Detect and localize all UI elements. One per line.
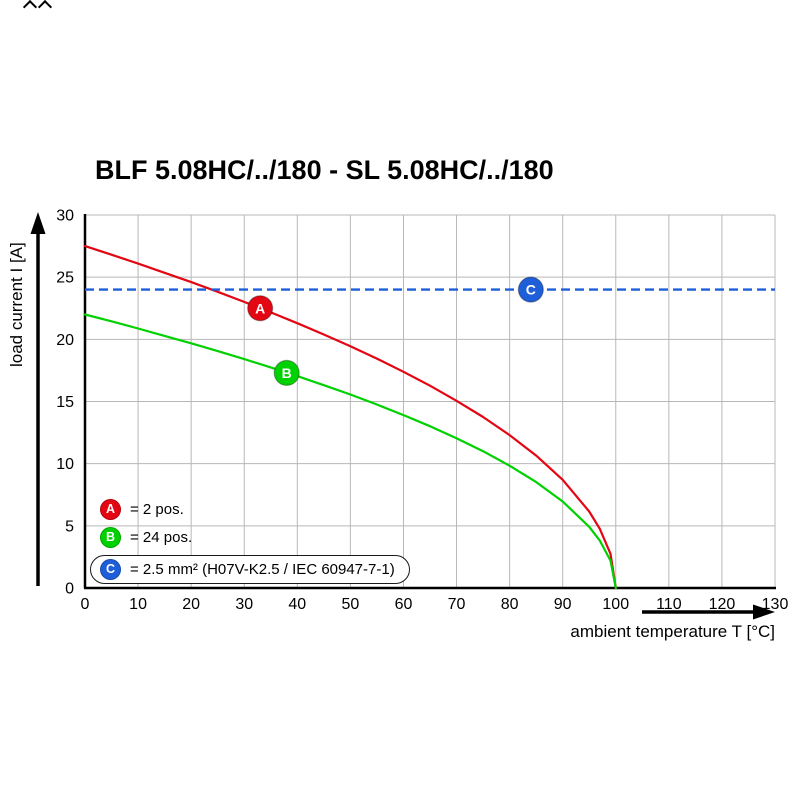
x-axis-arrow-icon	[642, 604, 775, 620]
legend-marker-c-icon: C	[100, 559, 121, 580]
x-tick-label: 20	[182, 596, 200, 613]
y-axis-label: load current I [A]	[7, 242, 26, 367]
y-tick-label: 15	[56, 394, 74, 411]
plot-axes	[83, 214, 776, 590]
curve-marker-c-icon: C	[517, 276, 544, 303]
chart-title: BLF 5.08HC/../180 - SL 5.08HC/../180	[95, 155, 554, 185]
x-tick-label: 40	[288, 596, 306, 613]
curve-marker-b-icon: B	[273, 359, 300, 387]
x-tick-label: 60	[395, 596, 413, 613]
y-tick-label: 10	[56, 456, 74, 473]
legend-label-b: = 24 pos.	[130, 529, 193, 546]
legend-label-a: = 2 pos.	[130, 501, 184, 518]
x-tick-label: 90	[554, 596, 572, 613]
svg-text:A: A	[255, 300, 265, 316]
svg-text:C: C	[526, 282, 536, 298]
legend-item-b: B = 24 pos.	[100, 527, 410, 548]
x-tick-label: 80	[501, 596, 519, 613]
y-tick-label: 30	[56, 208, 74, 225]
x-tick-label: 70	[448, 596, 466, 613]
svg-text:B: B	[282, 365, 292, 381]
curve-A	[83, 245, 617, 590]
x-tick-label: 10	[129, 596, 147, 613]
legend-marker-a-icon: A	[100, 499, 121, 520]
x-tick-label: 120	[709, 596, 736, 613]
x-tick-label: 100	[602, 596, 629, 613]
y-axis-arrow-icon	[30, 212, 46, 586]
curve-marker-a-icon: A	[247, 295, 274, 322]
x-tick-label: 30	[235, 596, 253, 613]
x-axis-label: ambient temperature T [°C]	[570, 622, 775, 641]
tick-labels: 0 10 20 30 40 50 60 70 80 90 100 110 120 130 0 5 10 15 20 2…	[56, 208, 788, 614]
y-tick-label: 20	[56, 332, 74, 349]
curve-B	[83, 313, 617, 590]
legend-item-a: A = 2 pos.	[100, 499, 410, 520]
x-tick-label: 110	[656, 596, 682, 613]
legend-item-c-box: C = 2.5 mm² (H07V-K2.5 / IEC 60947-7-1)	[90, 555, 410, 584]
y-tick-label: 25	[56, 270, 74, 287]
y-tick-label: 5	[65, 518, 74, 535]
grid-lines	[85, 214, 776, 588]
x-tick-label: 130	[762, 596, 789, 613]
x-tick-label: 0	[81, 596, 90, 613]
y-tick-label: 0	[65, 581, 74, 598]
x-tick-label: 50	[341, 596, 359, 613]
legend-label-c: = 2.5 mm² (H07V-K2.5 / IEC 60947-7-1)	[130, 561, 395, 578]
chart-legend: A = 2 pos. B = 24 pos. C = 2.5 mm² (H07V…	[90, 499, 410, 584]
legend-marker-b-icon: B	[100, 527, 121, 548]
